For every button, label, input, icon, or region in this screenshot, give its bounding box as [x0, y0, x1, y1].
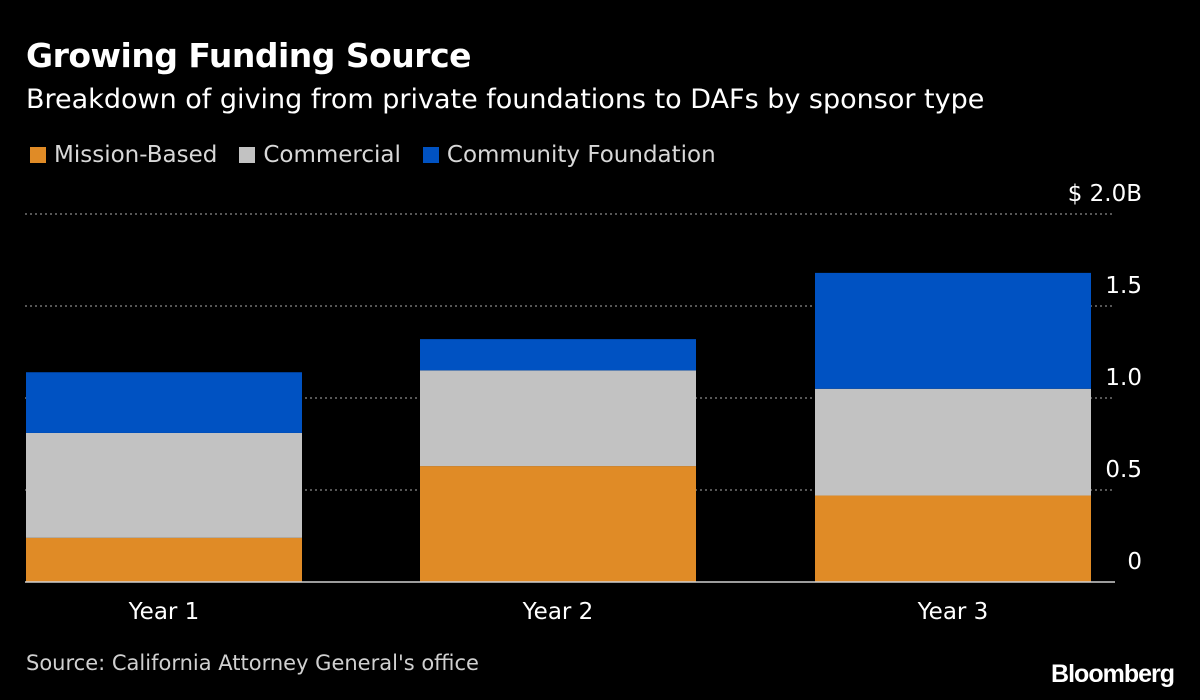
legend-item-commercial: Commercial — [239, 142, 401, 168]
bar-commercial-year-3 — [815, 388, 1091, 496]
x-tick-label-year-2: Year 2 — [522, 599, 594, 625]
y-tick-label-4: $ 2.0B — [1068, 181, 1142, 207]
chart-title: Growing Funding Source — [26, 36, 472, 75]
chart-subtitle: Breakdown of giving from private foundat… — [26, 84, 985, 115]
bar-mission-based-year-2 — [420, 466, 696, 582]
chart-legend: Mission-Based Commercial Community Found… — [30, 142, 738, 168]
legend-swatch-community-foundation — [422, 147, 439, 163]
x-tick-label-year-3: Year 3 — [917, 599, 989, 625]
legend-item-mission-based: Mission-Based — [30, 142, 217, 168]
y-tick-label-3: 1.5 — [1105, 273, 1142, 299]
bar-commercial-year-1 — [26, 432, 302, 538]
legend-label-mission-based: Mission-Based — [54, 142, 218, 168]
legend-label-community-foundation: Community Foundation — [446, 142, 716, 168]
bar-mission-based-year-1 — [26, 537, 302, 582]
source-note: Source: California Attorney General's of… — [26, 651, 479, 675]
bar-community-foundation-year-2 — [420, 339, 696, 371]
legend-item-community-foundation: Community Foundation — [422, 142, 716, 168]
y-tick-label-2: 1.0 — [1105, 365, 1142, 391]
y-tick-label-0: 0 — [1127, 549, 1142, 575]
x-tick-label-year-1: Year 1 — [128, 599, 200, 625]
legend-label-commercial: Commercial — [263, 142, 401, 168]
legend-swatch-commercial — [239, 147, 256, 163]
bar-mission-based-year-3 — [815, 495, 1091, 582]
bloomberg-logo: Bloomberg — [1051, 660, 1175, 688]
bar-community-foundation-year-3 — [815, 272, 1091, 389]
y-tick-label-1: 0.5 — [1105, 457, 1142, 483]
bar-community-foundation-year-1 — [26, 372, 302, 433]
legend-swatch-mission-based — [30, 147, 46, 163]
bar-commercial-year-2 — [420, 370, 696, 467]
